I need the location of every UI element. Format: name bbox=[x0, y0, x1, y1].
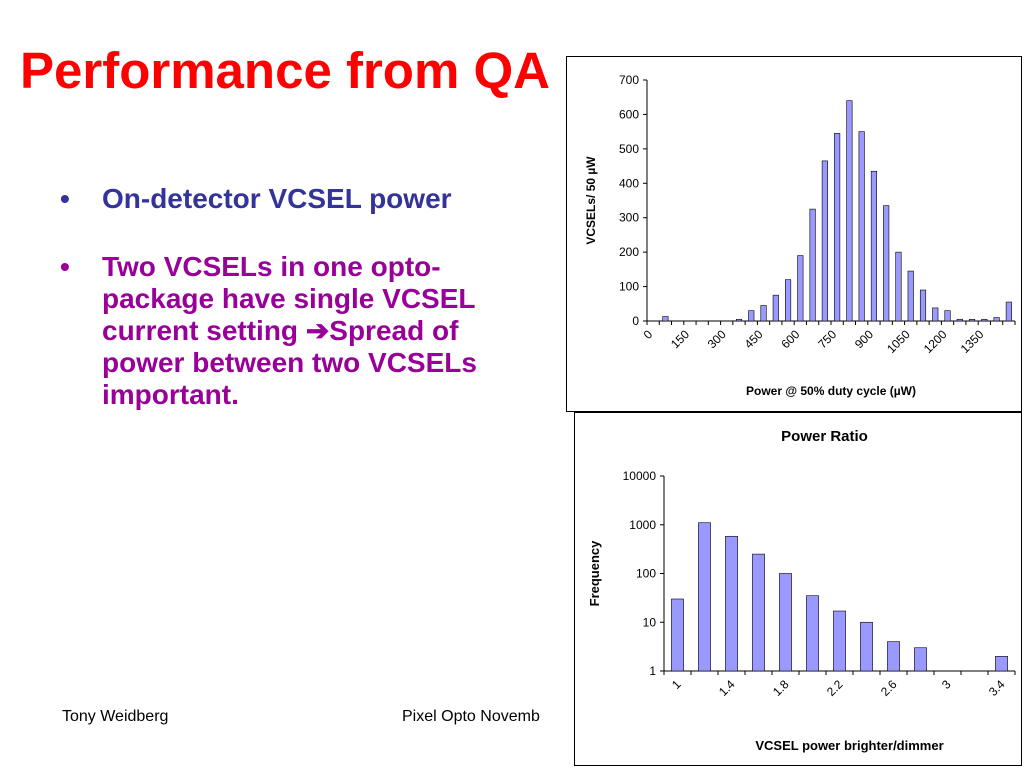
histogram-bar bbox=[809, 208, 816, 322]
x-tick-label: 900 bbox=[852, 327, 876, 351]
y-tick-label: 10 bbox=[643, 615, 657, 629]
histogram-bar bbox=[944, 310, 951, 322]
bullet-item: • On-detector VCSEL power bbox=[60, 183, 480, 215]
histogram-bar bbox=[1005, 301, 1012, 322]
x-tick-label: 1 bbox=[669, 677, 684, 692]
histogram-bar bbox=[956, 318, 963, 322]
y-axis-title: VCSELs/ 50 µW bbox=[584, 156, 598, 245]
histogram-bar bbox=[981, 318, 988, 322]
ratio-bar bbox=[806, 595, 819, 672]
x-tick-label: 0 bbox=[641, 327, 656, 342]
y-tick-label: 100 bbox=[619, 280, 639, 294]
footer-author: Tony Weidberg bbox=[62, 708, 169, 725]
x-tick-label: 2.6 bbox=[878, 677, 900, 699]
y-tick-label: 1000 bbox=[629, 518, 656, 532]
y-tick-label: 400 bbox=[619, 176, 639, 190]
ratio-bar bbox=[725, 535, 738, 672]
ratio-bar bbox=[833, 610, 846, 672]
x-axis-title: Power @ 50% duty cycle (µW) bbox=[746, 384, 916, 398]
x-tick-label: 1.8 bbox=[770, 677, 792, 699]
x-tick-label: 1.4 bbox=[716, 677, 738, 699]
y-tick-label: 100 bbox=[636, 567, 656, 581]
ratio-bar bbox=[995, 656, 1008, 672]
histogram-bar bbox=[760, 305, 767, 322]
ratio-bar bbox=[779, 573, 792, 672]
ratio-bar bbox=[860, 621, 873, 672]
y-tick-label: 300 bbox=[619, 211, 639, 225]
histogram-bar bbox=[993, 317, 1000, 322]
y-tick-label: 10000 bbox=[623, 469, 657, 483]
histogram-bar bbox=[883, 205, 890, 322]
arrow-icon: ➔ bbox=[305, 315, 330, 346]
x-tick-label: 150 bbox=[668, 327, 692, 351]
histogram-bar bbox=[895, 251, 902, 322]
bullet-text: On-detector VCSEL power bbox=[102, 183, 452, 214]
x-tick-label: 3 bbox=[939, 677, 954, 692]
histogram-bar bbox=[834, 133, 841, 322]
ratio-bar bbox=[887, 641, 900, 672]
y-tick-label: 600 bbox=[619, 107, 639, 121]
x-tick-label: 1050 bbox=[884, 327, 913, 356]
bullet-dot: • bbox=[60, 183, 70, 214]
histogram-bar bbox=[772, 294, 779, 322]
histogram-bar bbox=[907, 270, 914, 322]
bullet-text: Spread of power between two VCSELs impor… bbox=[102, 315, 477, 410]
y-tick-label: 200 bbox=[619, 245, 639, 259]
ratio-bar bbox=[752, 553, 765, 672]
y-axis-title: Frequency bbox=[587, 540, 602, 607]
bullet-dot: • bbox=[60, 251, 70, 282]
x-tick-label: 600 bbox=[778, 327, 802, 351]
histogram-bar bbox=[662, 316, 669, 322]
y-tick-label: 500 bbox=[619, 142, 639, 156]
x-axis-title: VCSEL power brighter/dimmer bbox=[755, 738, 943, 753]
histogram-bar bbox=[932, 307, 939, 322]
histogram-bar bbox=[969, 318, 976, 322]
x-tick-label: 1350 bbox=[958, 327, 987, 356]
x-tick-label: 300 bbox=[705, 327, 729, 351]
bullet-item: • Two VCSELs in one opto-package have si… bbox=[60, 251, 480, 411]
histogram-bar bbox=[846, 100, 853, 322]
y-tick-label: 0 bbox=[632, 314, 639, 328]
histogram-bar bbox=[858, 131, 865, 322]
y-tick-label: 1 bbox=[649, 664, 656, 678]
x-tick-label: 3.4 bbox=[986, 677, 1008, 699]
x-tick-label: 450 bbox=[742, 327, 766, 351]
power-histogram-chart: 0 100 200 300 400 500 600 700 0 150 300 450 600 750 90… bbox=[566, 56, 1022, 412]
histogram-bar bbox=[797, 255, 804, 322]
power-histogram-svg: 0 100 200 300 400 500 600 700 0 150 300 450 600 750 90… bbox=[584, 73, 1016, 398]
histogram-bar bbox=[748, 310, 755, 322]
bullet-text: Two VCSELs in one opto-package have sing… bbox=[102, 251, 475, 346]
slide-title: Performance from QA bbox=[20, 42, 550, 99]
histogram-bar bbox=[919, 289, 927, 322]
x-tick-label: 2.2 bbox=[824, 677, 846, 699]
bullet-list: • On-detector VCSEL power • Two VCSELs i… bbox=[60, 183, 480, 411]
x-tick-label: 1200 bbox=[921, 327, 950, 356]
x-tick-label: 750 bbox=[815, 327, 839, 351]
chart-title: Power Ratio bbox=[781, 428, 868, 445]
power-ratio-svg: Power Ratio 1 10 100 1000 10000 1 1.4 1.8 2.2 2.6 3… bbox=[587, 428, 1016, 753]
y-tick-label: 700 bbox=[619, 73, 639, 87]
ratio-bar bbox=[914, 647, 927, 672]
histogram-bar bbox=[785, 279, 792, 322]
ratio-bar bbox=[671, 598, 684, 672]
power-ratio-chart: Power Ratio 1 10 100 1000 10000 1 1.4 1.8 2.2 2.6 3… bbox=[574, 412, 1022, 766]
ratio-bar bbox=[698, 522, 711, 672]
histogram-bar bbox=[870, 170, 877, 322]
histogram-bar bbox=[821, 160, 828, 322]
histogram-bar bbox=[735, 318, 743, 322]
footer-event: Pixel Opto Novemb bbox=[402, 708, 540, 725]
